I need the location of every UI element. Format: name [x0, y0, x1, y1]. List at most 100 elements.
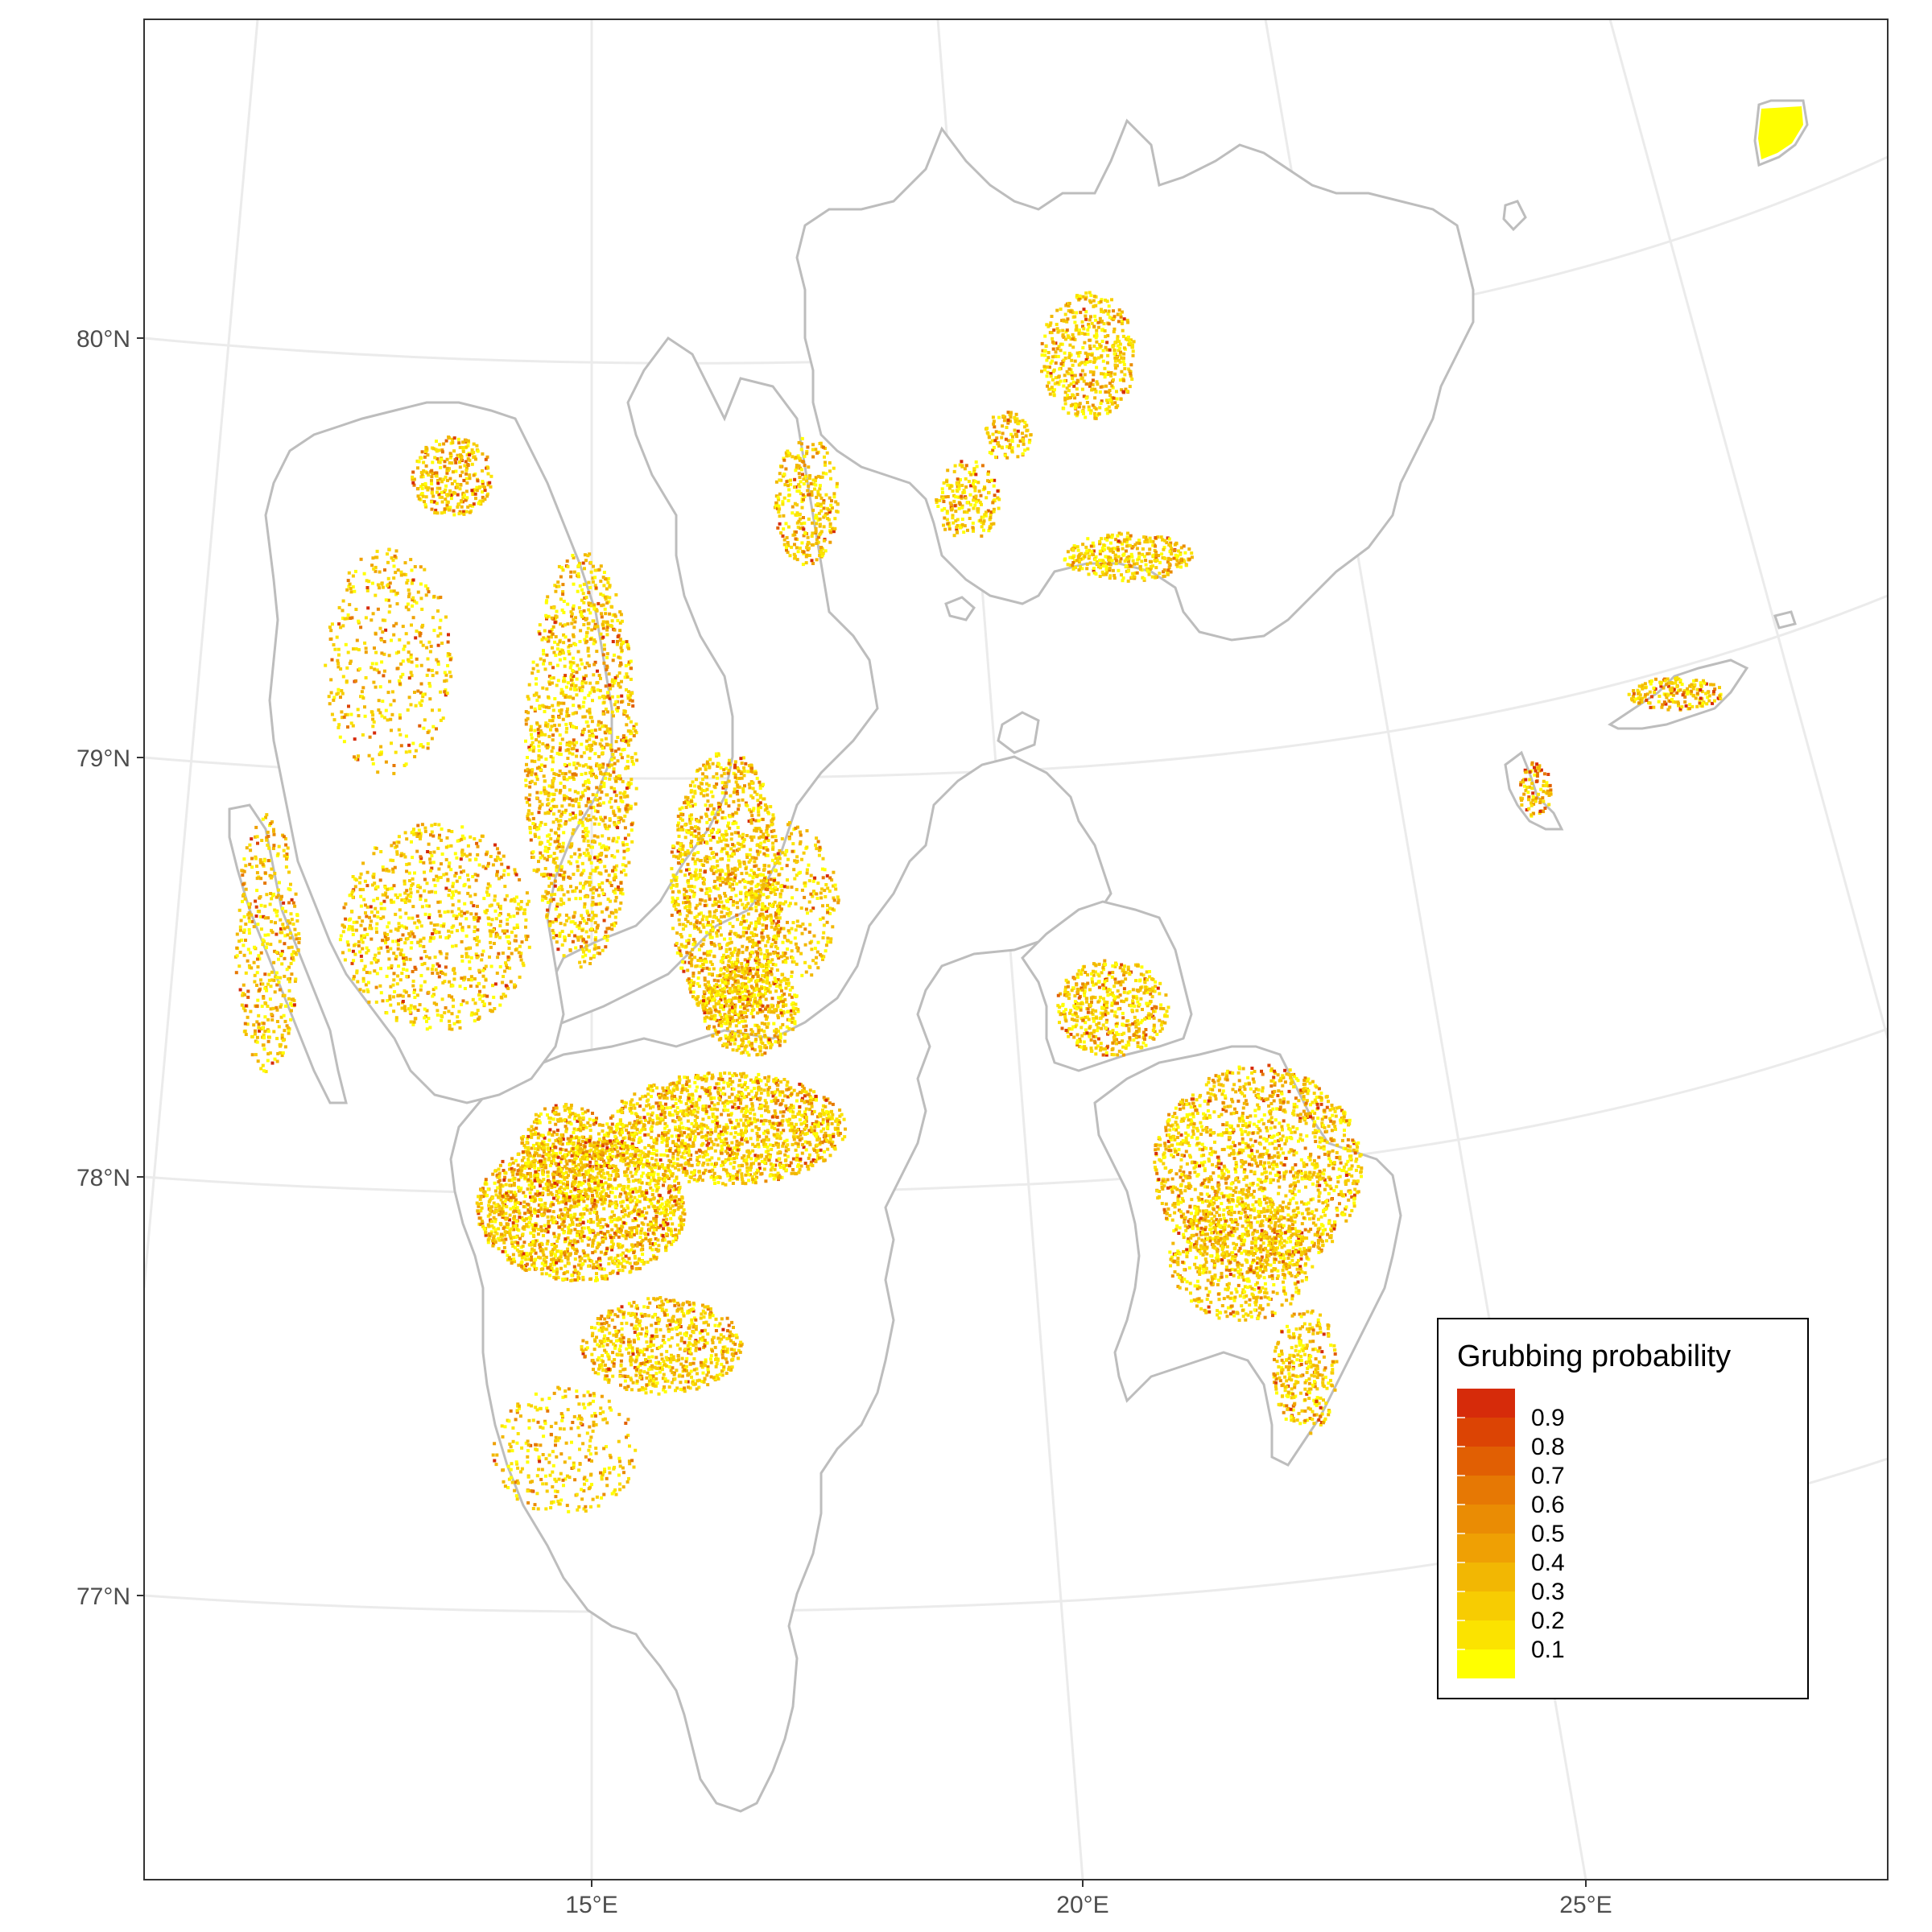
probability-cell: [539, 1256, 543, 1260]
probability-cell: [494, 1193, 498, 1197]
probability-cell: [667, 1365, 671, 1368]
probability-cell: [632, 1138, 636, 1142]
probability-cell: [602, 1337, 606, 1341]
probability-cell: [678, 1347, 682, 1351]
probability-cell: [634, 1205, 638, 1209]
probability-cell: [633, 1254, 637, 1258]
probability-cell: [493, 1211, 497, 1215]
probability-cell: [582, 1234, 586, 1238]
probability-cell: [613, 1313, 617, 1317]
probability-cell: [596, 1264, 600, 1268]
probability-cell: [673, 1084, 677, 1088]
probability-cell: [573, 1158, 577, 1162]
probability-cell: [546, 1209, 550, 1213]
probability-cell: [656, 1172, 660, 1176]
probability-cell: [592, 1368, 595, 1372]
probability-cell: [689, 1369, 693, 1373]
probability-cell: [666, 1154, 670, 1158]
probability-cell: [555, 1267, 559, 1271]
probability-cell: [693, 829, 697, 833]
probability-cell: [501, 1194, 505, 1198]
probability-cell: [542, 1253, 546, 1257]
probability-cell: [613, 1325, 617, 1329]
probability-cell: [569, 1104, 573, 1107]
probability-cell: [662, 1388, 665, 1392]
probability-cell: [830, 1121, 834, 1125]
probability-cell: [592, 1141, 597, 1145]
probability-cell: [526, 1148, 530, 1152]
probability-cell: [729, 1162, 733, 1166]
probability-cell: [548, 1265, 552, 1269]
probability-cell: [680, 1088, 684, 1092]
probability-cell: [534, 1209, 538, 1213]
probability-cell: [544, 1166, 547, 1170]
probability-cell: [626, 1184, 630, 1188]
probability-cell: [716, 831, 720, 835]
probability-cell: [673, 1095, 676, 1098]
probability-cell: [737, 1124, 741, 1128]
probability-cell: [679, 1141, 683, 1146]
probability-cell: [586, 1253, 590, 1257]
probability-cell: [741, 1092, 745, 1096]
probability-cell: [758, 1166, 762, 1170]
probability-cell: [640, 1385, 644, 1389]
probability-cell: [597, 1356, 601, 1360]
probability-cell: [781, 1144, 785, 1148]
probability-cell: [516, 1241, 520, 1245]
probability-cell: [663, 1169, 667, 1173]
probability-cell: [672, 1088, 675, 1092]
probability-cell: [758, 783, 762, 787]
probability-cell: [705, 923, 709, 927]
probability-cell: [803, 1162, 807, 1166]
probability-cell: [580, 1166, 583, 1170]
probability-cell: [671, 896, 675, 900]
probability-cell: [720, 1362, 724, 1366]
probability-cell: [662, 1138, 666, 1142]
probability-cell: [830, 1109, 833, 1113]
probability-cell: [648, 1301, 652, 1305]
probability-cell: [749, 1111, 753, 1115]
probability-cell: [739, 1340, 743, 1344]
probability-cell: [840, 1137, 844, 1141]
probability-cell: [579, 1236, 583, 1240]
probability-cell: [635, 1304, 639, 1308]
probability-cell: [757, 1072, 761, 1076]
probability-cell: [742, 1154, 746, 1158]
probability-cell: [675, 1081, 679, 1084]
probability-cell: [526, 1187, 530, 1191]
probability-cell: [741, 1179, 745, 1183]
probability-cell: [627, 1249, 631, 1253]
probability-cell: [799, 1164, 803, 1168]
probability-cell: [716, 776, 719, 780]
probability-cell: [609, 1166, 613, 1170]
probability-cell: [752, 1001, 756, 1005]
probability-cell: [812, 1132, 816, 1136]
probability-cell: [707, 1116, 711, 1120]
probability-cell: [749, 1168, 753, 1172]
probability-cell: [741, 1156, 745, 1160]
probability-cell: [703, 1311, 707, 1315]
probability-cell: [580, 1230, 584, 1234]
probability-cell: [806, 1092, 810, 1096]
probability-cell: [680, 1195, 684, 1199]
probability-cell: [534, 1192, 538, 1196]
probability-cell: [674, 1389, 677, 1393]
probability-cell: [519, 1175, 523, 1179]
probability-cell: [644, 1391, 648, 1395]
probability-cell: [550, 1266, 554, 1270]
probability-cell: [623, 1367, 627, 1371]
probability-cell: [667, 1228, 671, 1232]
probability-cell: [477, 1204, 481, 1208]
probability-cell: [676, 1208, 680, 1212]
probability-cell: [569, 1228, 573, 1232]
probability-cell: [503, 1199, 507, 1203]
probability-cell: [679, 1117, 683, 1121]
probability-cell: [577, 1168, 581, 1172]
probability-cell: [645, 1383, 649, 1387]
probability-cell: [650, 1088, 654, 1092]
probability-cell: [654, 1236, 658, 1241]
probability-cell: [740, 1142, 744, 1146]
probability-cell: [547, 1220, 551, 1224]
probability-cell: [667, 1385, 671, 1389]
